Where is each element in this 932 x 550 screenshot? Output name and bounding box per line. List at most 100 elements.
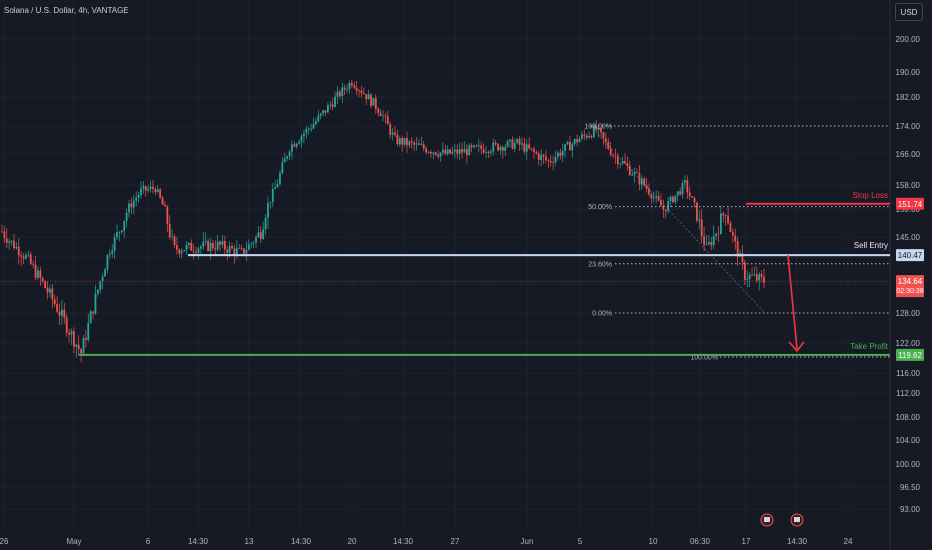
candle-body (113, 237, 116, 251)
currency-button[interactable]: USD (895, 3, 923, 21)
candle-body (595, 125, 598, 130)
candle-body (631, 174, 634, 176)
candle-body (604, 138, 607, 142)
candle-body (521, 143, 523, 145)
candle-body (557, 152, 559, 158)
candle-body (731, 232, 734, 236)
candle-body (341, 87, 344, 97)
candle-body (56, 304, 59, 312)
candle-body (305, 128, 308, 134)
candle-body (437, 154, 440, 157)
candle-body (382, 115, 384, 117)
candle-body (111, 250, 114, 254)
candle-body (561, 150, 564, 156)
candle-body (727, 215, 729, 224)
candle-body (674, 195, 677, 203)
candle-body (68, 332, 70, 335)
candle-body (176, 245, 178, 250)
candle-body (686, 180, 689, 193)
candle-body (597, 127, 600, 130)
candle-body (63, 309, 66, 318)
y-tick-label: 104.00 (896, 436, 921, 445)
x-tick-label: 06:30 (690, 537, 711, 546)
candle-body (183, 250, 186, 252)
candle-body (190, 242, 193, 251)
candle-body (295, 143, 298, 147)
candle-body (533, 148, 535, 153)
candle-body (643, 178, 646, 186)
candle-body (703, 236, 705, 245)
candle-body (444, 149, 447, 154)
y-tick-label: 122.00 (896, 339, 921, 348)
candle-body (283, 158, 286, 163)
candle-body (396, 135, 399, 145)
candle-body (195, 251, 197, 253)
candle-body (681, 182, 684, 195)
x-tick-label: 26 (0, 537, 9, 546)
candle-body (722, 213, 725, 216)
candle-body (669, 196, 672, 202)
candle-body (751, 274, 753, 276)
x-tick-label: 20 (348, 537, 357, 546)
candle-body (348, 82, 351, 90)
candle-body (592, 125, 595, 138)
candle-body (468, 145, 471, 156)
y-tick-label: 128.00 (896, 309, 921, 318)
candle-body (267, 202, 269, 218)
candle-body (250, 243, 253, 245)
candle-body (39, 270, 42, 279)
candle-body (315, 121, 317, 125)
projection-arrow-shaft (787, 255, 798, 349)
candle-body (585, 135, 588, 138)
sell-entry-price: 140.47 (898, 251, 923, 260)
candle-body (461, 149, 463, 153)
candle-body (463, 149, 466, 153)
x-tick-label: 10 (649, 537, 658, 546)
candle-body (307, 128, 310, 130)
candle-body (700, 219, 703, 237)
candle-body (688, 192, 691, 197)
candle-body (391, 132, 394, 135)
candle-body (569, 142, 571, 151)
candle-body (406, 137, 408, 146)
candle-body (719, 213, 722, 235)
candle-body (144, 186, 147, 191)
candle-body (439, 152, 442, 157)
candle-body (70, 331, 73, 335)
candle-body (755, 274, 758, 281)
candle-body (329, 104, 332, 106)
candle-body (616, 156, 619, 165)
candle-body (204, 240, 207, 242)
candle-body (504, 146, 507, 151)
candle-body (662, 205, 665, 210)
candle-body (130, 203, 133, 208)
candle-body (624, 161, 626, 164)
candle-body (286, 156, 289, 159)
candle-body (331, 104, 334, 107)
current-price: 134.64 (898, 277, 923, 286)
candle-body (576, 139, 578, 143)
candle-body (470, 145, 473, 148)
candle-body (264, 217, 267, 230)
candle-body (247, 244, 250, 250)
candle-body (413, 142, 416, 145)
candle-body (660, 200, 662, 206)
x-tick-label: 14:30 (393, 537, 414, 546)
candle-body (370, 94, 372, 106)
candle-body (367, 94, 370, 100)
candle-body (640, 178, 643, 185)
take-profit-label: Take Profit (850, 342, 889, 351)
candle-body (636, 171, 638, 173)
x-tick-label: 13 (245, 537, 254, 546)
candle-body (415, 143, 418, 145)
candle-body (279, 173, 281, 184)
x-tick-label: 14:30 (291, 537, 312, 546)
candle-body (13, 240, 15, 249)
candle-body (61, 309, 63, 316)
candle-body (489, 151, 492, 153)
candle-body (600, 127, 602, 133)
candle-body (3, 231, 6, 239)
candle-body (657, 196, 660, 201)
candle-body (118, 232, 121, 233)
